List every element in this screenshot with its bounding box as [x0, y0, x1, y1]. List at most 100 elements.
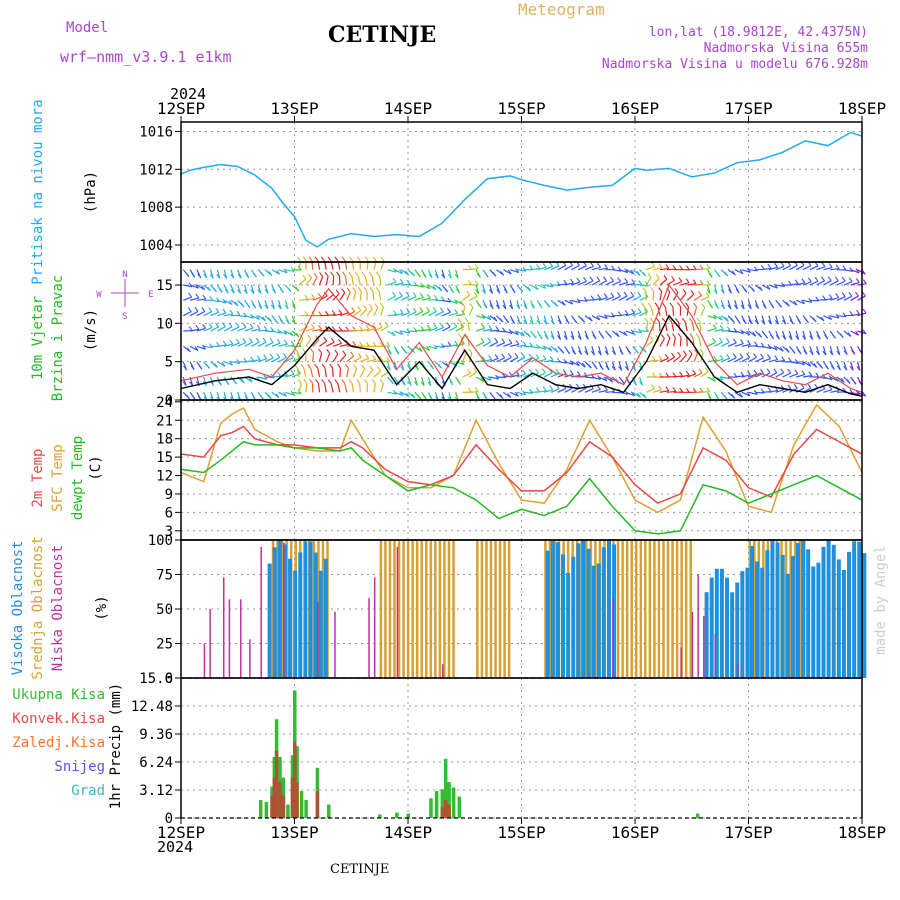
wind-barb — [352, 291, 357, 301]
y-tick-label: 50 — [156, 602, 173, 618]
wind-barb-flag — [341, 288, 346, 294]
wind-barb-flag — [615, 332, 620, 338]
wind-barb — [795, 361, 805, 366]
cloud-unit-label: (%) — [94, 595, 110, 620]
wind-barb-flag — [249, 337, 253, 343]
y-tick-label: 3.12 — [139, 783, 173, 799]
legend-conv-rain: Konvek.Kisa — [12, 711, 105, 727]
wind-barb — [591, 266, 601, 271]
high-cloud-bar — [775, 542, 780, 678]
wind-barb-flag — [224, 288, 229, 294]
high-cloud-bar — [785, 573, 790, 678]
high-cloud-bar — [293, 570, 298, 678]
wind-barb-flag — [514, 391, 519, 397]
wind-barb-flag — [532, 333, 537, 339]
wind-barb-flag — [573, 318, 578, 324]
cloud-label-low: Niska Oblacnost — [50, 545, 66, 671]
wind-barb-flag — [822, 350, 827, 356]
wind-barb-flag — [576, 277, 581, 283]
wind-barb — [659, 278, 668, 286]
wind-barb-flag — [814, 276, 819, 282]
wind-label-1: 10m Vjetar — [30, 296, 46, 380]
wind-barb — [584, 376, 595, 379]
wind-barb — [230, 326, 240, 332]
wind-barb-flag — [361, 364, 366, 370]
mid-cloud-bar — [625, 540, 629, 678]
wind-barb-flag — [647, 302, 652, 308]
wind-barb-flag — [862, 391, 867, 397]
wind-barb — [292, 391, 302, 395]
wind-barb — [605, 390, 615, 393]
wind-barb — [421, 310, 430, 317]
wind-barb-flag — [405, 392, 410, 398]
wind-barb-flag — [426, 307, 430, 312]
wind-barb — [564, 387, 573, 393]
wind-barb — [312, 276, 318, 286]
wind-barb — [666, 337, 671, 347]
wind-barb-flag — [658, 355, 663, 360]
wind-barb-flag — [263, 354, 268, 359]
mid-cloud-bar — [503, 540, 506, 678]
wind-barb — [646, 359, 656, 363]
wind-barb-flag — [454, 340, 459, 346]
wind-barb-flag — [303, 379, 308, 384]
wind-barb — [223, 326, 233, 332]
wind-barb-flag — [668, 317, 673, 323]
wind-barb — [850, 269, 860, 274]
wind-barb — [339, 312, 349, 317]
wind-barb-flag — [782, 335, 786, 340]
low-cloud-bar — [334, 611, 336, 678]
wind-barb-flag — [188, 292, 193, 298]
mid-cloud-bar — [276, 540, 279, 678]
wind-barb — [223, 299, 233, 306]
low-cloud-bar — [396, 546, 399, 678]
wind-barb-flag — [706, 387, 711, 392]
wind-barb-flag — [597, 350, 602, 356]
wind-barb-flag — [215, 307, 220, 313]
precip-total-bar — [429, 798, 433, 818]
wind-barb-flag — [627, 349, 632, 355]
wind-barb-flag — [778, 302, 782, 308]
wind-barb-flag — [862, 329, 867, 335]
wind-barb-flag — [597, 262, 602, 268]
wind-barb-flag — [751, 287, 756, 292]
wind-barb-flag — [229, 339, 234, 345]
wind-barb-flag — [709, 303, 713, 309]
wind-barb-flag — [712, 314, 717, 320]
y-tick-label: 1004 — [139, 238, 173, 254]
compass-w-label: W — [96, 290, 102, 300]
wind-barb-flag — [481, 356, 486, 361]
wind-barb-flag — [523, 319, 528, 325]
wind-barb — [448, 326, 458, 332]
wind-barb-flag — [342, 271, 346, 277]
wind-barb-flag — [563, 335, 568, 340]
wind-barb — [196, 298, 206, 301]
wind-barb-flag — [395, 380, 400, 385]
wind-barb — [789, 264, 798, 271]
wind-barb-flag — [419, 292, 424, 298]
wind-barb-flag — [815, 372, 820, 378]
high-cloud-bar — [719, 568, 724, 678]
wind-barb — [537, 390, 547, 393]
wind-barb — [673, 337, 676, 347]
wind-barb — [789, 361, 799, 364]
wind-barb-flag — [821, 262, 826, 267]
wind-barb-flag — [273, 318, 278, 324]
high-cloud-bar — [576, 543, 581, 678]
wind-barb — [734, 342, 744, 347]
wind-barb-flag — [527, 286, 532, 292]
wind-barb-flag — [570, 335, 575, 340]
wind-barb-flag — [262, 337, 267, 343]
wind-barb-flag — [544, 334, 549, 340]
wind-barb-flag — [610, 312, 615, 318]
model-name: wrf—nmm_v3.9.1 e1km — [60, 48, 232, 66]
wind-barb — [401, 330, 411, 334]
wind-barb-flag — [454, 308, 458, 314]
high-cloud-bar — [750, 545, 754, 678]
wind-barb — [298, 337, 304, 347]
wind-barb-flag — [186, 394, 190, 400]
wind-barb-flag — [185, 272, 190, 278]
wind-barb-flag — [587, 363, 592, 369]
wind-barb-flag — [325, 310, 329, 316]
wind-barb-flag — [746, 353, 751, 358]
